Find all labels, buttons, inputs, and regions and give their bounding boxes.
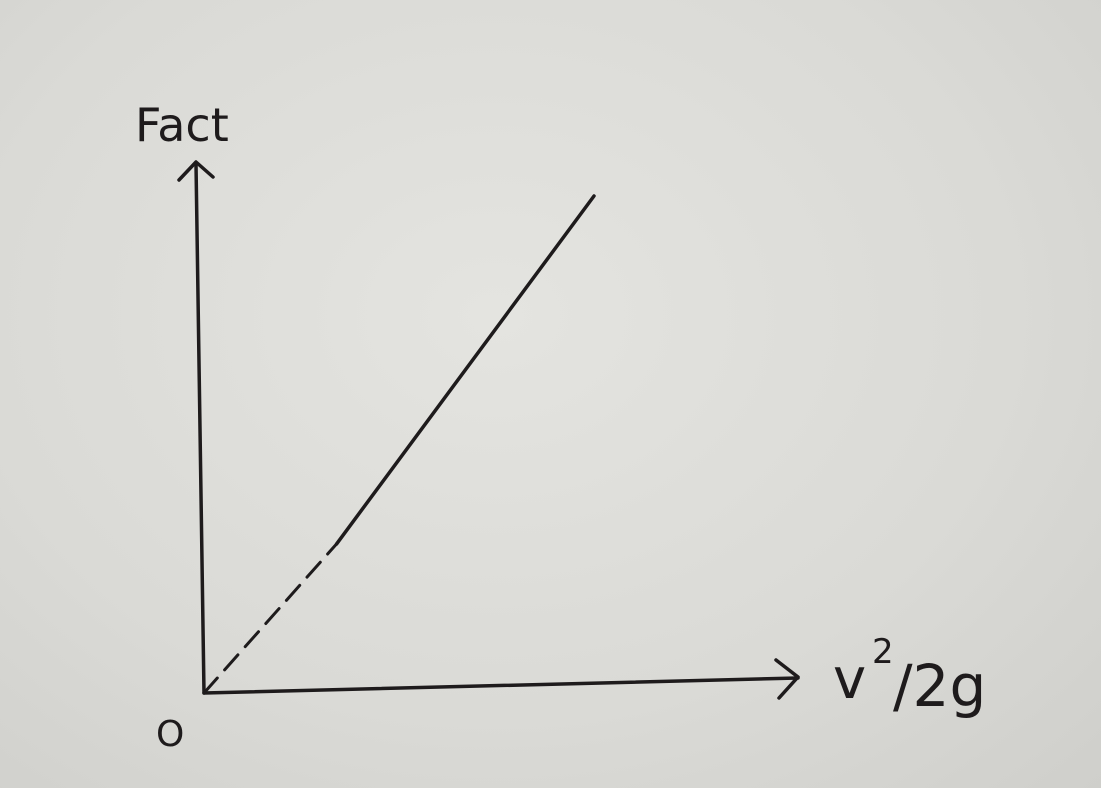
x-axis-label: v 2 /2g — [833, 632, 986, 720]
x-axis-arrowhead — [774, 658, 800, 700]
x-axis-label-v: v — [833, 647, 866, 712]
origin-label: O — [156, 714, 184, 755]
x-axis-line — [202, 676, 800, 695]
series-solid-line — [334, 194, 596, 546]
series-dashed-extension — [202, 542, 339, 695]
y-axis-label: Fact — [135, 98, 229, 152]
y-axis-line — [194, 162, 206, 695]
y-axis-arrowhead — [177, 160, 215, 182]
x-axis-label-rest: /2g — [893, 652, 986, 720]
x-axis-label-superscript: 2 — [872, 632, 894, 672]
